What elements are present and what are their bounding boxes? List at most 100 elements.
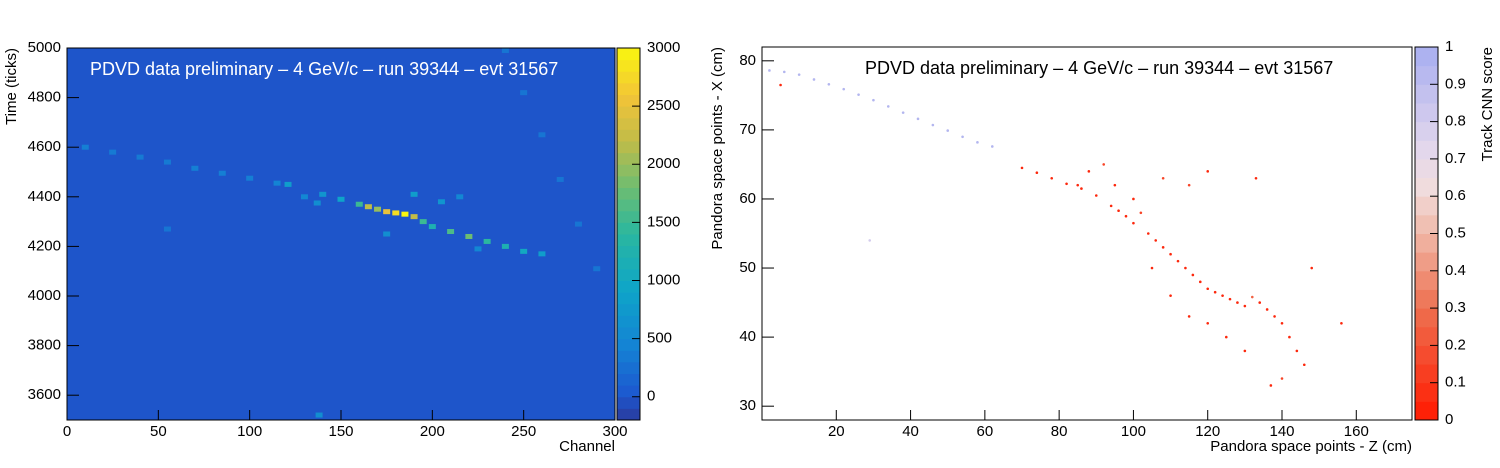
space-point bbox=[1243, 349, 1247, 353]
colorbar-tick-label: 0.1 bbox=[1445, 374, 1466, 391]
space-point bbox=[1113, 183, 1117, 187]
heatmap-cell bbox=[392, 210, 400, 216]
colorbar-band bbox=[1415, 252, 1438, 272]
y-tick-label: 60 bbox=[739, 190, 756, 207]
colorbar-band bbox=[617, 94, 640, 107]
space-point bbox=[1117, 209, 1120, 213]
y-axis-label: Pandora space points - X (cm) bbox=[709, 47, 726, 250]
space-point bbox=[779, 83, 782, 87]
colorbar-band bbox=[617, 280, 640, 293]
space-point bbox=[1076, 183, 1080, 187]
colorbar-band bbox=[1415, 364, 1438, 384]
space-point bbox=[1187, 315, 1191, 318]
colorbar-band bbox=[1415, 47, 1438, 67]
space-point bbox=[768, 69, 771, 72]
colorbar-tick-label: 0.3 bbox=[1445, 299, 1466, 316]
space-point bbox=[868, 239, 872, 242]
space-point bbox=[872, 98, 875, 102]
heatmap-cell bbox=[456, 194, 464, 200]
colorbar-band bbox=[617, 71, 640, 84]
heatmap-cell bbox=[501, 47, 509, 53]
colorbar-band bbox=[617, 210, 640, 223]
space-point bbox=[827, 83, 831, 86]
y-tick-label: 80 bbox=[739, 52, 756, 69]
colorbar-tick-label: 1000 bbox=[647, 271, 680, 288]
colorbar-band bbox=[1415, 177, 1438, 197]
colorbar-band bbox=[617, 396, 640, 409]
colorbar-band bbox=[617, 245, 640, 258]
heatmap-cell bbox=[246, 175, 254, 181]
y-tick-label: 40 bbox=[739, 328, 756, 345]
space-point bbox=[931, 123, 935, 127]
colorbar-tick-label: 0.2 bbox=[1445, 336, 1466, 353]
colorbar-band bbox=[617, 292, 640, 305]
space-point bbox=[1050, 176, 1054, 180]
colorbar-band bbox=[1415, 65, 1438, 85]
colorbar-band bbox=[1415, 196, 1438, 216]
space-point bbox=[1139, 211, 1143, 215]
heatmap-cell bbox=[319, 191, 327, 197]
colorbar-band bbox=[617, 175, 640, 188]
x-tick-label: 250 bbox=[511, 423, 536, 440]
space-point bbox=[1250, 295, 1254, 299]
x-axis-label: Pandora space points - Z (cm) bbox=[1210, 438, 1412, 455]
space-point bbox=[1187, 183, 1191, 187]
y-tick-label: 4200 bbox=[28, 237, 61, 254]
heatmap-cell bbox=[136, 154, 144, 160]
x-tick-label: 300 bbox=[602, 423, 627, 440]
y-tick-label: 70 bbox=[739, 121, 756, 138]
plot-area bbox=[67, 48, 615, 420]
colorbar-band bbox=[617, 129, 640, 142]
heatmap-cell bbox=[410, 191, 418, 197]
space-point bbox=[782, 70, 786, 74]
space-point bbox=[1198, 280, 1202, 284]
x-tick-label: 40 bbox=[902, 423, 919, 440]
y-tick-label: 3600 bbox=[28, 386, 61, 403]
space-point bbox=[990, 145, 994, 148]
colorbar-band bbox=[1415, 345, 1438, 365]
space-point bbox=[976, 141, 979, 144]
colorbar-band bbox=[617, 373, 640, 386]
y-tick-label: 30 bbox=[739, 397, 756, 414]
y-tick-label: 5000 bbox=[28, 39, 61, 56]
space-point bbox=[1206, 321, 1210, 325]
colorbar-tick-label: 0.8 bbox=[1445, 113, 1466, 130]
colorbar-tick-label: 500 bbox=[647, 330, 672, 347]
heatmap-cell bbox=[191, 165, 199, 171]
heatmap-cell bbox=[520, 90, 528, 96]
colorbar-tick-label: 0.6 bbox=[1445, 187, 1466, 204]
plot-frame bbox=[761, 46, 1413, 421]
colorbar-tick-label: 1500 bbox=[647, 213, 680, 230]
heatmap-cell bbox=[383, 209, 391, 215]
heatmap-cell bbox=[163, 226, 171, 232]
space-point bbox=[1280, 377, 1284, 380]
space-point bbox=[1132, 221, 1135, 225]
heatmap-cell bbox=[474, 246, 482, 252]
colorbar-band bbox=[617, 408, 640, 421]
x-axis-label: Channel bbox=[559, 438, 615, 455]
space-point bbox=[1213, 290, 1217, 294]
y-tick-label: 4000 bbox=[28, 287, 61, 304]
colorbar-tick-label: 0 bbox=[647, 388, 655, 405]
space-point bbox=[1169, 294, 1172, 297]
x-tick-label: 100 bbox=[1121, 423, 1146, 440]
heatmap-cell bbox=[337, 196, 345, 202]
colorbar-band bbox=[1415, 401, 1438, 421]
plot-area bbox=[762, 47, 1412, 420]
space-point bbox=[1035, 171, 1039, 175]
colorbar-tick-label: 0.7 bbox=[1445, 150, 1466, 167]
heatmap-cell bbox=[364, 204, 372, 210]
colorbar-band bbox=[617, 106, 640, 119]
chart-title: PDVD data preliminary – 4 GeV/c – run 39… bbox=[865, 58, 1333, 78]
space-point bbox=[1161, 176, 1165, 180]
heatmap-cell bbox=[447, 229, 455, 235]
colorbar-band bbox=[617, 141, 640, 154]
space-point bbox=[1020, 166, 1024, 170]
space-point bbox=[1280, 321, 1284, 325]
x-tick-label: 150 bbox=[328, 423, 353, 440]
heatmap-cell bbox=[538, 251, 546, 257]
space-point bbox=[1228, 297, 1232, 301]
space-point bbox=[1295, 349, 1299, 353]
colorbar-band bbox=[617, 338, 640, 351]
space-point bbox=[1221, 294, 1224, 297]
